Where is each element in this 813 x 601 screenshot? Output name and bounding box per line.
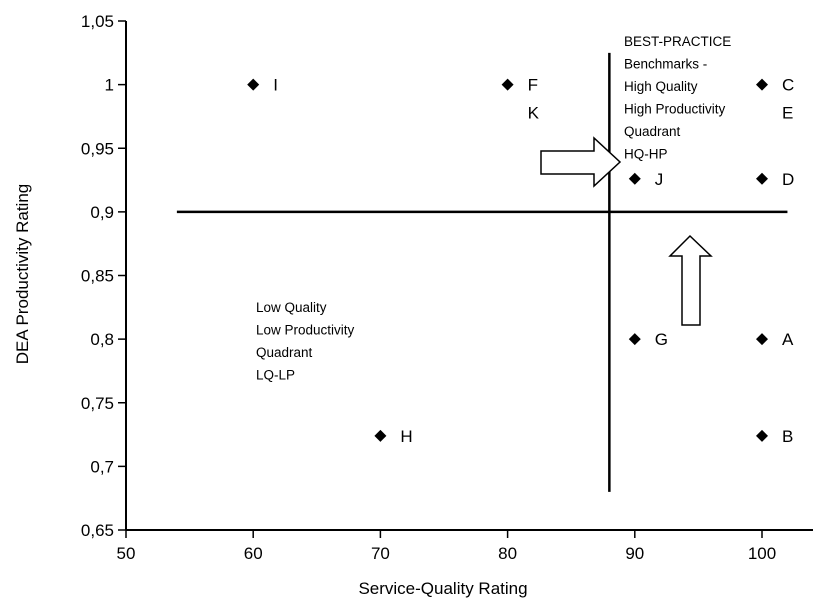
annotation-line: High Productivity <box>624 102 726 117</box>
x-tick-label: 80 <box>498 544 517 563</box>
point-marker-f <box>501 78 514 91</box>
point-label-f: F <box>528 76 538 95</box>
y-tick-label: 1,05 <box>81 12 114 31</box>
annotation-hq-hp: BEST-PRACTICE Benchmarks - High Quality Hig… <box>624 34 731 162</box>
point-label-h: H <box>400 427 412 446</box>
point-marker-c <box>756 78 768 91</box>
y-tick-label: 0,65 <box>81 521 114 540</box>
x-axis-ticks: 50 60 70 80 90 100 <box>117 530 776 563</box>
point-label-a: A <box>782 330 794 349</box>
y-tick-label: 0,9 <box>90 203 114 222</box>
annotation-lq-lp: Low Quality Low Productivity Quadrant LQ-LP <box>256 300 355 383</box>
point-label-k: K <box>528 104 540 123</box>
annotation-line: Quadrant <box>256 345 313 360</box>
point-label-e: E <box>782 104 793 123</box>
point-marker-b <box>756 429 768 442</box>
point-marker-j <box>628 172 641 185</box>
up-arrow-icon <box>668 234 713 326</box>
quadrant-dividers <box>176 52 788 492</box>
point-label-g: G <box>655 330 668 349</box>
annotation-line: LQ-LP <box>256 368 295 383</box>
annotation-line: High Quality <box>624 79 698 94</box>
annotation-line: BEST-PRACTICE <box>624 34 731 49</box>
point-marker-i <box>247 78 260 91</box>
point-marker-h <box>374 429 387 442</box>
annotation-line: Low Productivity <box>256 323 355 338</box>
point-label-c: C <box>782 76 794 95</box>
annotation-line: HQ-HP <box>624 147 668 162</box>
y-tick-label: 0,85 <box>81 267 114 286</box>
y-tick-label: 0,95 <box>81 139 114 158</box>
y-tick-label: 0,7 <box>90 457 114 476</box>
point-marker-a <box>756 333 768 346</box>
point-label-i: I <box>273 76 278 95</box>
axes <box>125 21 813 531</box>
y-axis-ticks: 0,65 0,7 0,75 0,8 0,85 0,9 0,95 1 1,05 <box>81 12 126 540</box>
point-marker-d <box>756 172 768 185</box>
point-label-d: D <box>782 170 794 189</box>
quadrant-arrows <box>540 136 713 326</box>
y-tick-label: 0,8 <box>90 330 114 349</box>
y-tick-label: 1 <box>105 76 114 95</box>
x-tick-label: 90 <box>625 544 644 563</box>
y-tick-label: 0,75 <box>81 394 114 413</box>
point-label-j: J <box>655 170 664 189</box>
annotation-line: Benchmarks - <box>624 57 707 72</box>
annotation-line: Low Quality <box>256 300 327 315</box>
x-axis-title: Service-Quality Rating <box>358 579 527 598</box>
right-arrow-icon <box>540 136 622 188</box>
annotation-line: Quadrant <box>624 124 681 139</box>
data-points: I FK CE J D G A H B <box>247 76 794 446</box>
x-tick-label: 70 <box>371 544 390 563</box>
x-tick-label: 50 <box>117 544 136 563</box>
point-label-b: B <box>782 427 793 446</box>
y-axis-title: DEA Productivity Rating <box>13 184 32 364</box>
point-marker-g <box>628 333 641 346</box>
x-tick-label: 100 <box>748 544 776 563</box>
x-tick-label: 60 <box>244 544 263 563</box>
